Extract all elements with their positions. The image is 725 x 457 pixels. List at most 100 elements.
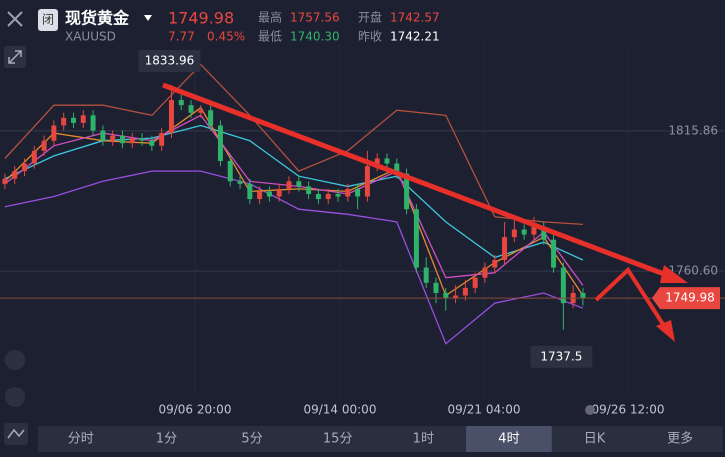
last-price-tag — [652, 287, 720, 310]
candle-body — [119, 135, 125, 144]
low-label: 最低 — [258, 30, 282, 44]
candle-body — [541, 226, 547, 240]
indicator-button[interactable] — [4, 423, 28, 445]
candle-body — [110, 135, 116, 141]
open: 1742.57 — [390, 11, 440, 25]
candle-body — [345, 188, 351, 197]
arrow-head — [656, 320, 675, 342]
candle-body — [61, 117, 67, 126]
symbol: XAUUSD — [65, 30, 116, 44]
candle-body — [384, 158, 390, 164]
price: 1749.98 — [168, 9, 234, 28]
projection-arrow — [594, 266, 670, 334]
candle-body — [355, 188, 361, 197]
candle-body — [423, 267, 429, 283]
candle-body — [257, 191, 263, 200]
badge-text[interactable]: 闭 — [42, 13, 54, 27]
candle-body — [198, 110, 204, 113]
prev-label: 昨收 — [358, 30, 382, 44]
trend-line — [162, 82, 681, 283]
low: 1740.30 — [290, 30, 340, 44]
candle-body — [325, 193, 331, 200]
candle-body — [286, 181, 292, 189]
high: 1757.56 — [290, 11, 340, 25]
candle-body — [580, 292, 586, 299]
tab[interactable]: 更多 — [667, 431, 693, 447]
candle-body — [70, 117, 76, 123]
change-pct: 0.45% — [207, 30, 245, 44]
candle-body — [266, 191, 272, 197]
candle-body — [315, 193, 321, 200]
change: 7.77 — [168, 30, 195, 44]
scroll-dot[interactable] — [585, 405, 595, 415]
candle-body — [364, 166, 370, 197]
candle-body — [560, 267, 566, 304]
active-tab[interactable] — [466, 426, 552, 452]
tab[interactable]: 15分 — [323, 432, 353, 447]
candle-body — [90, 115, 96, 131]
expand-icon — [8, 50, 22, 64]
x-tick-label: 09/21 04:00 — [447, 403, 520, 417]
tab-bar — [38, 426, 723, 452]
tab[interactable]: 1时 — [413, 432, 434, 447]
draw-button[interactable] — [5, 387, 25, 407]
low-marker-box — [530, 345, 593, 368]
x-tick-label: 09/26 12:00 — [592, 403, 665, 417]
dropdown-icon[interactable] — [144, 15, 152, 21]
low-marker: 1737.5 — [540, 349, 582, 363]
tab[interactable]: 1分 — [156, 432, 177, 447]
candle-body — [551, 239, 557, 268]
candle-body — [247, 183, 253, 200]
candle-body — [2, 178, 8, 184]
candle-body — [178, 100, 184, 106]
x-tick-label: 09/14 00:00 — [303, 403, 376, 417]
tabs: 分时 1分 5分 15分 1时 4时 日K 更多 — [68, 426, 693, 452]
instrument-name[interactable]: 现货黄金 — [65, 9, 130, 28]
candle-body — [217, 125, 223, 161]
candle-body — [51, 125, 57, 141]
prev: 1742.21 — [390, 30, 440, 44]
candle-body — [80, 115, 86, 123]
high-marker: 1833.96 — [145, 53, 195, 67]
close-icon[interactable] — [7, 11, 23, 27]
candle-body — [168, 100, 174, 134]
candle-body — [433, 282, 439, 293]
candle-body — [12, 171, 18, 179]
tab[interactable]: 5分 — [241, 432, 262, 447]
candle-body — [394, 163, 400, 174]
arrow-head — [660, 265, 688, 283]
plot: 1815.86 1760.60 09/06 20:00 09/14 00:00 09/2… — [0, 45, 725, 417]
candle-body — [276, 188, 282, 197]
candle-body — [511, 229, 517, 238]
candle-body — [462, 287, 468, 296]
candle-body — [139, 138, 145, 141]
candle-body — [335, 193, 341, 197]
candle-body — [41, 140, 47, 151]
candle-body — [227, 160, 233, 182]
candle-body — [502, 237, 508, 260]
candle-body — [443, 292, 449, 299]
candle-body — [296, 181, 302, 187]
indicator-icon — [7, 428, 25, 439]
candle-body — [188, 105, 194, 113]
tab[interactable]: 日K — [584, 432, 606, 447]
candle-body — [413, 209, 419, 268]
candle-body — [531, 226, 537, 235]
candle-body — [306, 186, 312, 194]
y-tick-label: 1760.60 — [668, 264, 718, 278]
candle-body — [453, 295, 459, 299]
indicator-line — [4, 63, 583, 226]
candle-body — [159, 133, 165, 146]
tab[interactable]: 4时 — [498, 432, 519, 447]
badge — [38, 9, 58, 31]
tool-button[interactable] — [5, 350, 25, 370]
open-label: 开盘 — [358, 10, 382, 25]
candle-body — [208, 110, 214, 126]
candle-body — [374, 158, 380, 167]
y-tick-label: 1815.86 — [668, 123, 718, 137]
high-marker-box — [138, 49, 201, 72]
candle-body — [404, 173, 410, 210]
tab[interactable]: 分时 — [68, 432, 94, 447]
candle-body — [472, 277, 478, 288]
